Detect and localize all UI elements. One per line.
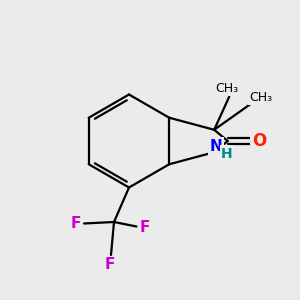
Text: O: O xyxy=(252,132,266,150)
Text: F: F xyxy=(140,220,150,236)
Text: H: H xyxy=(221,147,232,161)
Text: F: F xyxy=(70,216,81,231)
Text: CH₃: CH₃ xyxy=(249,91,272,104)
Text: CH₃: CH₃ xyxy=(215,82,238,95)
Text: N: N xyxy=(209,139,222,154)
Text: F: F xyxy=(104,257,115,272)
